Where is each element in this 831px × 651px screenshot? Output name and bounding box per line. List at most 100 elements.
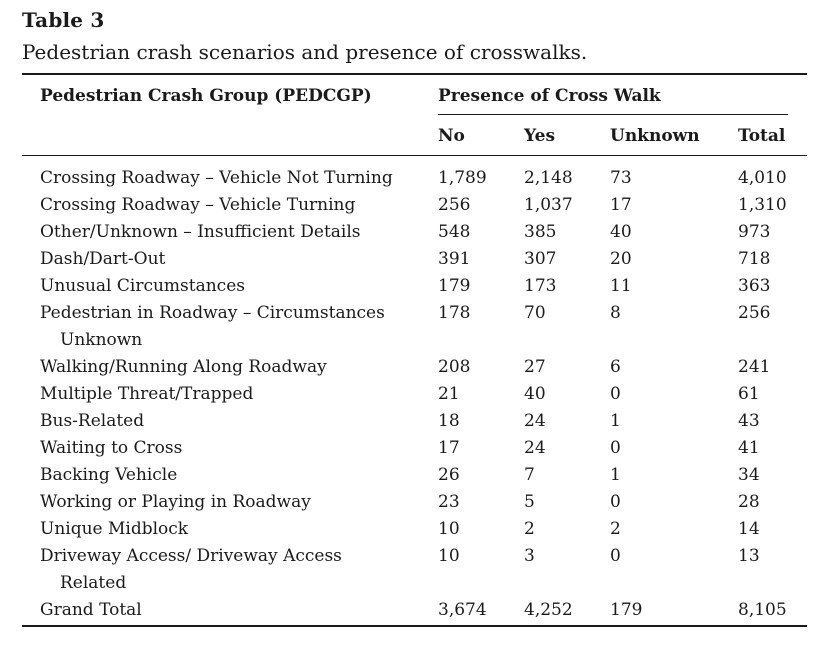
cell-yes: 2,148 — [524, 168, 573, 188]
cell-no: 23 — [438, 492, 460, 512]
cell-yes: 3 — [524, 546, 535, 566]
row-label-text: Unique Midblock — [40, 519, 189, 539]
cell-yes: 40 — [524, 384, 546, 404]
cell-total: 241 — [738, 357, 771, 377]
row-label: Unusual Circumstances — [40, 273, 420, 300]
cell-no: 1,789 — [438, 168, 487, 188]
row-label-text: Backing Vehicle — [40, 465, 178, 485]
bottom-rule — [22, 625, 807, 627]
row-label-text: Walking/Running Along Roadway — [40, 357, 327, 377]
cell-no: 179 — [438, 276, 471, 296]
cell-yes: 173 — [524, 276, 557, 296]
cell-yes: 1,037 — [524, 195, 573, 215]
cell-yes: 2 — [524, 519, 535, 539]
cell-total: 256 — [738, 303, 771, 323]
header-group: Pedestrian Crash Group (PEDCGP) — [40, 86, 372, 106]
row-label-text: Driveway Access/ Driveway Access — [40, 546, 342, 566]
cell-total: 718 — [738, 249, 771, 269]
cell-unknown: 179 — [610, 600, 643, 620]
cell-unknown: 0 — [610, 438, 621, 458]
cell-no: 256 — [438, 195, 471, 215]
cell-unknown: 17 — [610, 195, 632, 215]
row-label-text: Crossing Roadway – Vehicle Not Turning — [40, 168, 393, 188]
row-label: Bus-Related — [40, 408, 420, 435]
cell-unknown: 8 — [610, 303, 621, 323]
cell-unknown: 11 — [610, 276, 632, 296]
cell-total: 34 — [738, 465, 760, 485]
cell-total: 28 — [738, 492, 760, 512]
row-label: Driveway Access/ Driveway Access Related — [40, 543, 420, 597]
row-label-text: Multiple Threat/Trapped — [40, 384, 254, 404]
cell-unknown: 0 — [610, 492, 621, 512]
row-label-continuation: Unknown — [60, 330, 143, 350]
row-label-text: Pedestrian in Roadway – Circumstances — [40, 303, 385, 323]
cell-no: 3,674 — [438, 600, 487, 620]
cell-no: 10 — [438, 519, 460, 539]
header-yes: Yes — [524, 126, 556, 146]
row-label-text: Waiting to Cross — [40, 438, 183, 458]
row-label-text: Unusual Circumstances — [40, 276, 245, 296]
cell-no: 21 — [438, 384, 460, 404]
cell-total: 14 — [738, 519, 760, 539]
cell-yes: 27 — [524, 357, 546, 377]
row-label: Backing Vehicle — [40, 462, 420, 489]
row-label-text: Other/Unknown – Insufficient Details — [40, 222, 361, 242]
row-label: Walking/Running Along Roadway — [40, 354, 420, 381]
row-label-text: Bus-Related — [40, 411, 145, 431]
table-label: Table 3 — [22, 8, 105, 32]
cell-unknown: 2 — [610, 519, 621, 539]
cell-yes: 5 — [524, 492, 535, 512]
row-label: Crossing Roadway – Vehicle Not Turning — [40, 165, 420, 192]
row-label: Waiting to Cross — [40, 435, 420, 462]
cell-total: 4,010 — [738, 168, 787, 188]
table-caption: Pedestrian crash scenarios and presence … — [22, 40, 588, 64]
cell-no: 10 — [438, 546, 460, 566]
cell-total: 973 — [738, 222, 771, 242]
cell-yes: 70 — [524, 303, 546, 323]
row-label-continuation: Related — [60, 573, 127, 593]
row-label-text: Working or Playing in Roadway — [40, 492, 311, 512]
top-rule — [22, 73, 807, 75]
cell-total: 43 — [738, 411, 760, 431]
cell-no: 26 — [438, 465, 460, 485]
header-rule — [22, 155, 807, 156]
cell-total: 41 — [738, 438, 760, 458]
row-label-text: Grand Total — [40, 600, 142, 620]
cell-no: 208 — [438, 357, 471, 377]
cell-unknown: 73 — [610, 168, 632, 188]
presence-subrule — [438, 114, 788, 115]
row-label: Working or Playing in Roadway — [40, 489, 420, 516]
row-label: Grand Total — [40, 597, 420, 624]
cell-no: 18 — [438, 411, 460, 431]
cell-yes: 24 — [524, 411, 546, 431]
cell-yes: 385 — [524, 222, 557, 242]
cell-yes: 7 — [524, 465, 535, 485]
cell-yes: 4,252 — [524, 600, 573, 620]
header-no: No — [438, 126, 465, 146]
cell-unknown: 1 — [610, 411, 621, 431]
row-label: Dash/Dart-Out — [40, 246, 420, 273]
cell-total: 1,310 — [738, 195, 787, 215]
cell-no: 178 — [438, 303, 471, 323]
cell-total: 363 — [738, 276, 771, 296]
cell-yes: 307 — [524, 249, 557, 269]
cell-no: 391 — [438, 249, 471, 269]
row-label-text: Crossing Roadway – Vehicle Turning — [40, 195, 356, 215]
cell-unknown: 0 — [610, 384, 621, 404]
row-label: Multiple Threat/Trapped — [40, 381, 420, 408]
cell-total: 61 — [738, 384, 760, 404]
cell-unknown: 1 — [610, 465, 621, 485]
row-label-text: Dash/Dart-Out — [40, 249, 166, 269]
cell-yes: 24 — [524, 438, 546, 458]
cell-no: 17 — [438, 438, 460, 458]
cell-unknown: 6 — [610, 357, 621, 377]
row-label: Crossing Roadway – Vehicle Turning — [40, 192, 420, 219]
header-unknown: Unknown — [610, 126, 700, 146]
header-total: Total — [738, 126, 786, 146]
row-label: Unique Midblock — [40, 516, 420, 543]
cell-no: 548 — [438, 222, 471, 242]
header-presence: Presence of Cross Walk — [438, 86, 661, 106]
row-label: Pedestrian in Roadway – Circumstances Unk… — [40, 300, 420, 354]
cell-unknown: 0 — [610, 546, 621, 566]
cell-total: 13 — [738, 546, 760, 566]
